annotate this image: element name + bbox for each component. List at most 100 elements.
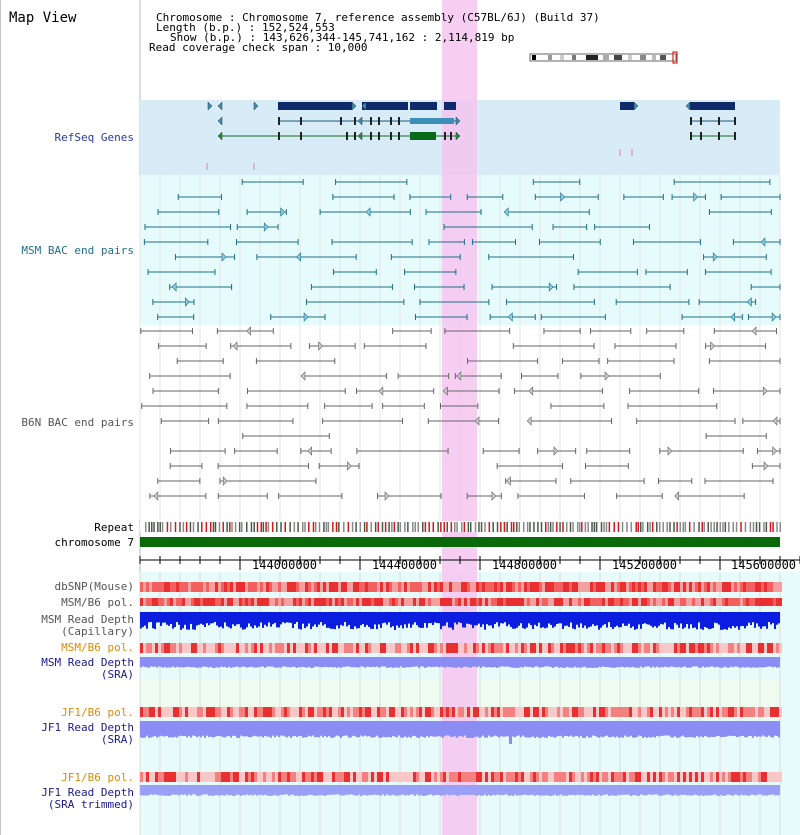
read-depth-bar xyxy=(416,785,418,795)
heat-strip-cell xyxy=(152,772,155,782)
heat-strip-cell xyxy=(551,582,554,592)
heat-strip-cell xyxy=(254,598,257,606)
read-depth-bar xyxy=(428,785,430,795)
read-depth-bar xyxy=(246,721,248,737)
ideogram-band xyxy=(660,55,666,60)
repeat-element xyxy=(512,522,515,532)
track-label-jf1-b6-pol[interactable]: JF1/B6 pol. xyxy=(61,706,134,719)
read-depth-bar xyxy=(308,785,310,795)
read-depth-bar xyxy=(678,721,680,738)
read-depth-bar xyxy=(434,785,436,796)
track-label-jf1-depth-sra[interactable]: JF1 Read Depth xyxy=(41,721,134,734)
heat-strip-cell xyxy=(152,582,155,592)
read-depth-bar xyxy=(220,657,222,667)
read-depth-bar xyxy=(396,612,398,626)
read-depth-bar xyxy=(698,785,700,796)
heat-strip-cell xyxy=(548,643,551,653)
bac-end-arrow xyxy=(772,416,778,426)
track-label-msm-bac[interactable]: MSM BAC end pairs xyxy=(21,244,134,257)
read-depth-bar xyxy=(734,612,736,628)
heat-strip-cell xyxy=(281,598,284,606)
read-depth-bar xyxy=(496,721,498,737)
read-depth-bar xyxy=(262,785,264,796)
track-label-jf1-b6-pol-2[interactable]: JF1/B6 pol. xyxy=(61,771,134,784)
read-depth-bar xyxy=(648,657,650,667)
track-label-jf1-depth-trimmed[interactable]: JF1 Read Depth xyxy=(41,786,134,799)
heat-strip-cell xyxy=(584,707,587,717)
read-depth-bar xyxy=(192,657,194,668)
heat-strip-cell xyxy=(356,772,359,782)
read-depth-bar xyxy=(552,721,554,737)
track-label-msm-b6-pol[interactable]: MSM/B6 pol. xyxy=(61,596,134,609)
read-depth-bar xyxy=(766,612,768,629)
heat-strip-cell xyxy=(737,772,740,782)
heat-strip-cell xyxy=(557,643,560,653)
heat-strip-cell xyxy=(752,772,755,782)
heat-strip-cell xyxy=(761,707,764,717)
read-depth-bar xyxy=(204,785,206,795)
read-depth-bar xyxy=(412,785,414,795)
read-depth-bar xyxy=(706,721,708,737)
repeat-element xyxy=(772,522,774,532)
read-depth-bar xyxy=(354,612,356,627)
heat-strip-cell xyxy=(773,582,776,592)
read-depth-bar xyxy=(190,657,192,668)
read-depth-bar xyxy=(664,612,666,623)
track-label-refseq-genes[interactable]: RefSeq Genes xyxy=(54,131,134,144)
heat-strip-cell xyxy=(497,582,500,592)
heat-strip-cell xyxy=(164,582,167,592)
track-label-msm-b6-pol-2[interactable]: MSM/B6 pol. xyxy=(61,641,134,654)
heat-strip-cell xyxy=(470,598,473,606)
read-depth-bar xyxy=(354,785,356,796)
read-depth-bar xyxy=(426,785,428,796)
read-depth-bar xyxy=(716,785,718,796)
read-depth-bar xyxy=(304,785,306,796)
track-label-repeat[interactable]: Repeat xyxy=(94,521,134,534)
heat-strip-cell xyxy=(671,772,674,782)
heat-strip-cell xyxy=(254,707,257,717)
track-label-b6n-bac[interactable]: B6N BAC end pairs xyxy=(21,416,134,429)
heat-strip-cell xyxy=(356,643,359,653)
heat-strip-cell xyxy=(620,598,623,606)
read-depth-bar xyxy=(754,612,756,628)
heat-strip-cell xyxy=(164,598,167,606)
track-label-chromosome[interactable]: chromosome 7 xyxy=(54,536,134,549)
heat-strip-cell xyxy=(635,598,638,606)
heat-strip-cell xyxy=(260,707,263,717)
read-depth-bar xyxy=(196,721,198,738)
read-depth-bar xyxy=(290,721,292,738)
read-depth-bar xyxy=(550,721,552,737)
heat-strip-cell xyxy=(410,707,413,717)
read-depth-bar xyxy=(684,785,686,795)
track-label-msm-depth-capillary[interactable]: MSM Read Depth xyxy=(41,613,134,626)
read-depth-bar xyxy=(592,657,594,668)
heat-strip-cell xyxy=(287,707,290,717)
heat-strip-cell xyxy=(179,643,182,653)
heat-strip-cell xyxy=(611,582,614,592)
read-depth-bar xyxy=(414,785,416,796)
repeat-element xyxy=(366,522,368,532)
heat-strip-cell xyxy=(500,582,503,592)
heat-strip-cell xyxy=(365,772,368,782)
repeat-element xyxy=(630,522,633,532)
read-depth-bar xyxy=(644,657,646,667)
read-depth-bar xyxy=(176,612,178,623)
read-depth-bar xyxy=(562,785,564,796)
heat-strip-cell xyxy=(374,582,377,592)
heat-strip-cell xyxy=(722,772,725,782)
heat-strip-cell xyxy=(713,707,716,717)
heat-strip-cell xyxy=(590,582,593,592)
track-label-msm-depth-sra[interactable]: MSM Read Depth xyxy=(41,656,134,669)
read-depth-bar xyxy=(742,785,744,796)
track-label-dbsnp[interactable]: dbSNP(Mouse) xyxy=(54,580,134,593)
repeat-element xyxy=(351,522,354,532)
heat-strip-cell xyxy=(422,582,425,592)
heat-strip-cell xyxy=(539,643,542,653)
repeat-element xyxy=(769,522,772,532)
read-depth-bar xyxy=(670,721,672,738)
heat-strip-cell xyxy=(248,582,251,592)
heat-strip-cell xyxy=(701,772,704,782)
read-depth-bar xyxy=(674,657,676,668)
read-depth-bar xyxy=(302,657,304,667)
